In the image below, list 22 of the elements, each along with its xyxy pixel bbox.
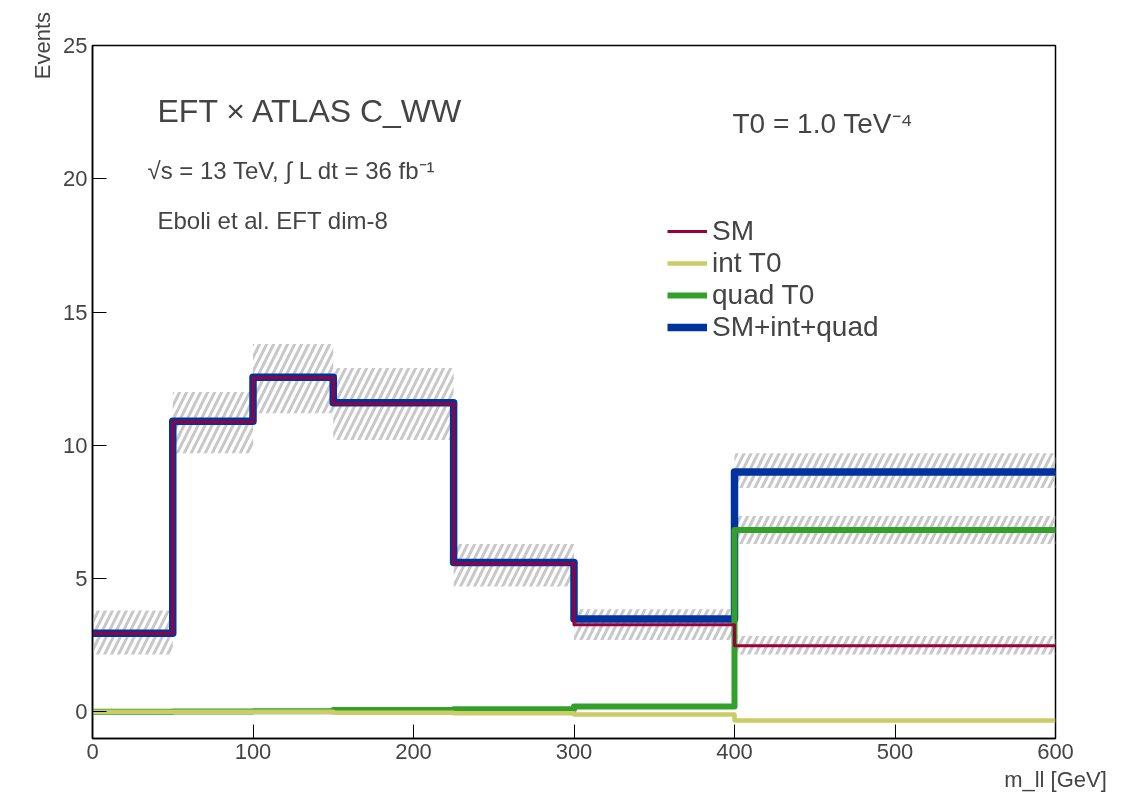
y-tick-label: 25 [63, 33, 88, 58]
legend-label: SM+int+quad [712, 311, 879, 343]
y-axis-title: Events [30, 11, 56, 80]
annotation: Eboli et al. EFT dim-8 [157, 206, 388, 234]
y-tick-label: 0 [75, 699, 88, 725]
x-tick-label: 500 [876, 738, 914, 764]
y-tick-label: 10 [63, 432, 88, 458]
x-tick-label: 100 [234, 738, 272, 764]
annotation: √s = 13 TeV, ∫ L dt = 36 fb⁻¹ [147, 156, 435, 185]
legend-label: SM [712, 215, 754, 247]
x-tick-label: 300 [555, 738, 593, 764]
y-tick-label: 20 [63, 166, 88, 192]
x-axis-title: m_ll [GeV] [1004, 766, 1107, 792]
annotation: T0 = 1.0 TeV⁻⁴ [732, 107, 913, 139]
x-tick-label: 200 [395, 738, 432, 764]
annotation: EFT × ATLAS C_WW [157, 92, 463, 129]
legend-label: quad T0 [712, 279, 815, 311]
legend-label: int T0 [712, 247, 782, 279]
x-tick-label: 600 [1037, 738, 1074, 764]
y-tick-label: 15 [63, 299, 88, 325]
x-tick-label: 400 [716, 738, 753, 764]
y-tick-label: 5 [75, 566, 88, 592]
